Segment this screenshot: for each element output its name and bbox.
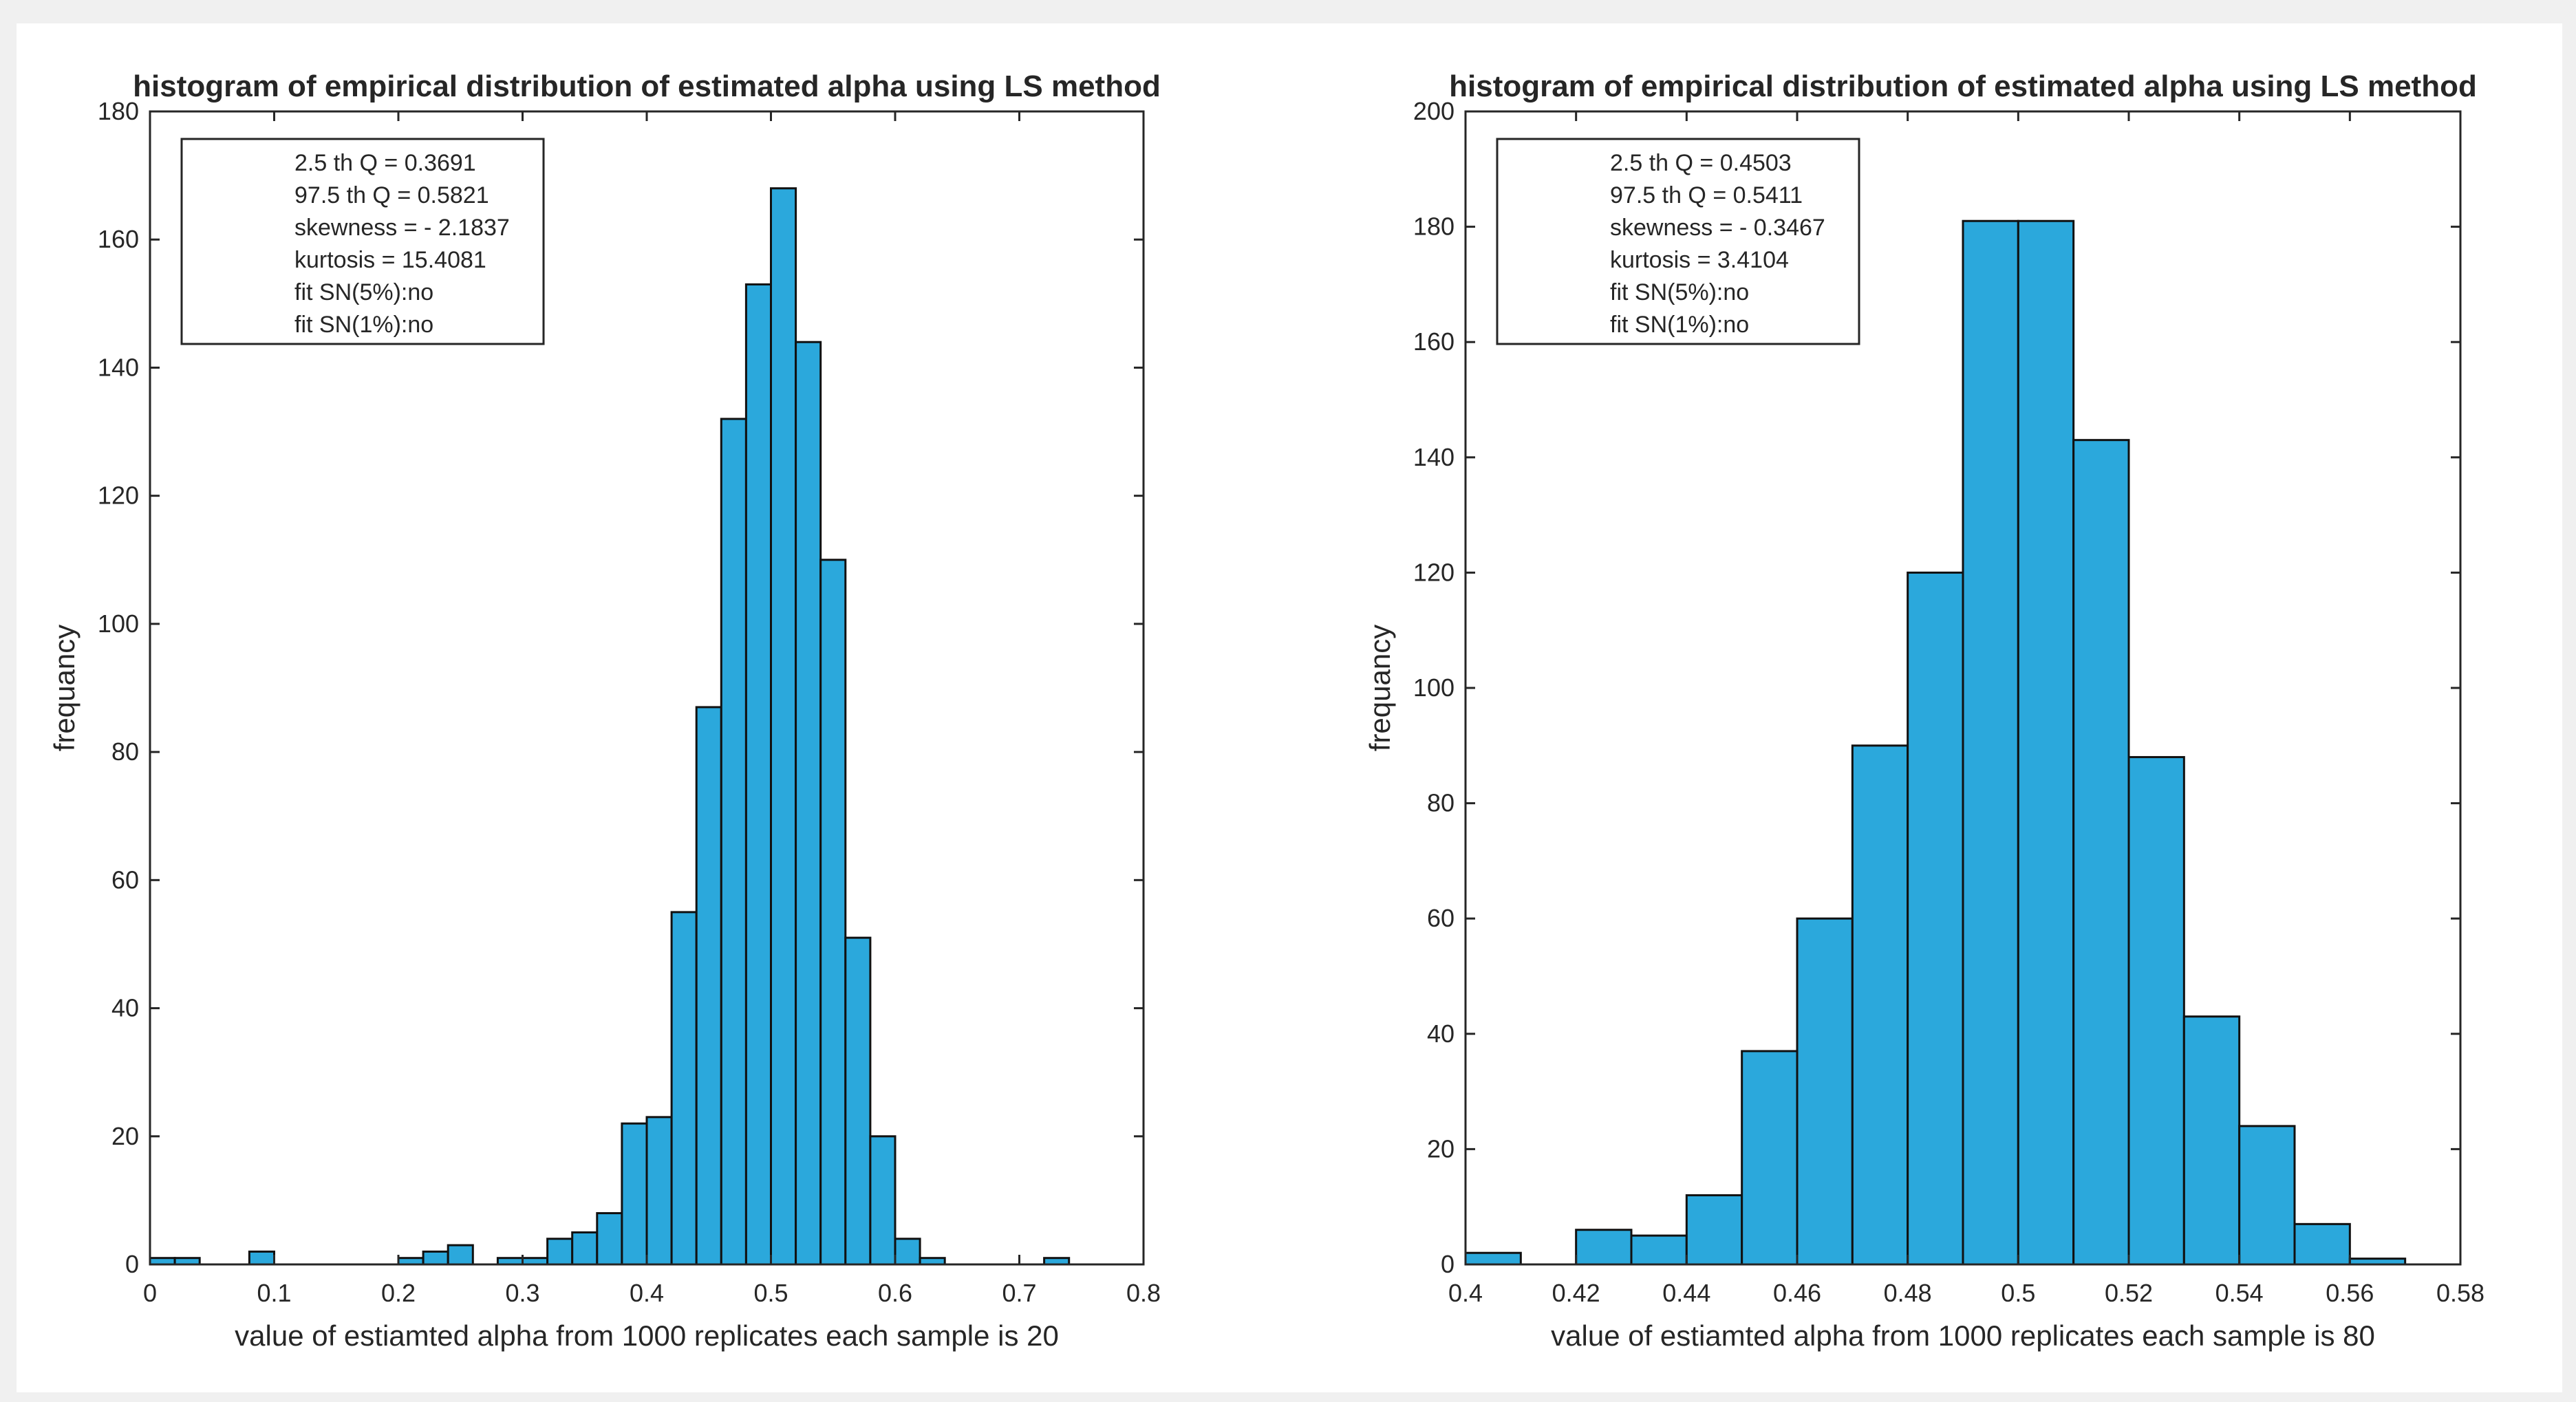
x-tick-label: 0.58 [2436, 1279, 2484, 1307]
y-tick-label: 200 [1413, 97, 1455, 125]
x-tick-label: 0.48 [1884, 1279, 1932, 1307]
x-tick-label: 0.56 [2326, 1279, 2374, 1307]
chart-1: 0 0.1 0.2 0.3 0.4 0.5 0.6 0.7 0.8 0 20 40 60 80 100 120… [48, 69, 1161, 1352]
chart-title: histogram of empirical distribution of e… [1449, 69, 2477, 103]
histogram-bar [645, 1116, 673, 1266]
stats-line: 2.5 th Q = 0.4503 [1610, 150, 1792, 176]
histogram-bar [869, 1135, 897, 1266]
y-tick-label: 180 [1413, 213, 1455, 241]
histogram-bar [744, 283, 773, 1266]
stats-line: skewness = - 0.3467 [1610, 215, 1825, 241]
histogram-bar [695, 706, 722, 1266]
histogram-bar [844, 936, 872, 1266]
stats-line: 97.5 th Q = 0.5821 [294, 182, 489, 208]
histogram-bar [1907, 571, 1964, 1266]
y-tick-label: 120 [1413, 558, 1455, 586]
histogram-bar [770, 187, 797, 1266]
histogram-bar [2293, 1222, 2351, 1266]
x-tick-label: 0.7 [1002, 1279, 1036, 1307]
histogram-bar [621, 1122, 648, 1266]
histogram-bar [2238, 1125, 2296, 1266]
histogram-bar [2072, 439, 2130, 1266]
y-tick-label: 20 [111, 1122, 139, 1150]
histogram-bar [1685, 1194, 1743, 1266]
histogram-bar [1962, 219, 2019, 1266]
histogram-bar [894, 1238, 921, 1266]
figure-window: 0 0.1 0.2 0.3 0.4 0.5 0.6 0.7 0.8 0 20 40 60 80 100 120… [17, 23, 2562, 1392]
histogram-bar [1741, 1050, 1799, 1266]
y-tick-label: 0 [1441, 1250, 1455, 1278]
stats-line: fit SN(5%):no [1610, 279, 1749, 305]
x-tick-label: 0.6 [878, 1279, 912, 1307]
y-tick-label: 100 [98, 610, 139, 638]
chart-title: histogram of empirical distribution of e… [133, 69, 1161, 103]
x-tick-label: 0.4 [630, 1279, 664, 1307]
x-tick-label: 0.5 [753, 1279, 788, 1307]
histogram-bar [571, 1231, 599, 1266]
x-tick-label: 0.1 [257, 1279, 291, 1307]
y-tick-label: 120 [98, 482, 139, 510]
histogram-bar [596, 1212, 623, 1266]
y-tick-label: 160 [1413, 327, 1455, 356]
histogram-bar [546, 1238, 574, 1266]
y-tick-label: 40 [1427, 1020, 1455, 1048]
figure-canvas: 0 0.1 0.2 0.3 0.4 0.5 0.6 0.7 0.8 0 20 40 60 80 100 120… [48, 69, 2484, 1352]
x-tick-label: 0 [143, 1279, 157, 1307]
histogram-bar [819, 559, 847, 1266]
stats-line: kurtosis = 15.4081 [294, 247, 486, 273]
y-axis-label: frequancy [48, 625, 80, 751]
x-tick-label: 0.42 [1552, 1279, 1600, 1307]
histogram-bar [1630, 1234, 1688, 1266]
stats-line: 97.5 th Q = 0.5411 [1610, 182, 1803, 208]
histogram-bar [2127, 756, 2185, 1266]
histogram-bar [795, 341, 822, 1266]
y-tick-label: 80 [111, 737, 139, 766]
histogram-bar [720, 418, 747, 1266]
y-tick-label: 60 [111, 865, 139, 894]
stats-line: skewness = - 2.1837 [294, 215, 510, 241]
y-tick-label: 20 [1427, 1134, 1455, 1163]
x-tick-label: 0.8 [1126, 1279, 1161, 1307]
histogram-bar [447, 1244, 474, 1266]
histogram-bar [1796, 917, 1854, 1266]
x-tick-label: 0.2 [381, 1279, 416, 1307]
histogram-bar [2017, 219, 2075, 1266]
x-tick-label: 0.54 [2215, 1279, 2264, 1307]
histogram-bar [1851, 744, 1909, 1266]
stats-annotation-box [180, 138, 545, 345]
y-tick-label: 60 [1427, 904, 1455, 932]
stats-line: 2.5 th Q = 0.3691 [294, 150, 476, 176]
y-axis-label: frequancy [1364, 625, 1396, 751]
x-tick-label: 0.5 [2001, 1279, 2035, 1307]
y-tick-label: 80 [1427, 789, 1455, 817]
y-tick-label: 0 [125, 1250, 139, 1278]
y-tick-label: 40 [111, 994, 139, 1022]
histogram-bar [1575, 1229, 1633, 1266]
stats-line: fit SN(1%):no [1610, 312, 1749, 338]
x-tick-label: 0.44 [1662, 1279, 1710, 1307]
x-tick-label: 0.46 [1773, 1279, 1821, 1307]
x-tick-label: 0.52 [2105, 1279, 2153, 1307]
histogram-bar [248, 1250, 275, 1266]
stats-line: fit SN(1%):no [294, 312, 433, 338]
x-tick-label: 0.3 [505, 1279, 539, 1307]
histogram-bar [670, 911, 698, 1266]
y-tick-label: 140 [98, 353, 139, 381]
histogram-bar [1464, 1251, 1522, 1266]
x-tick-label: 0.4 [1448, 1279, 1483, 1307]
chart-2: 0.4 0.42 0.44 0.46 0.48 0.5 0.52 0.54 0.56 0.58 0 2… [1364, 69, 2484, 1352]
y-tick-label: 180 [98, 97, 139, 125]
y-tick-label: 100 [1413, 673, 1455, 702]
x-axis-label: value of estiamted alpha from 1000 repli… [1551, 1319, 2375, 1352]
x-axis-label: value of estiamted alpha from 1000 repli… [235, 1319, 1059, 1352]
y-tick-label: 140 [1413, 443, 1455, 471]
histogram-bar [2182, 1015, 2241, 1266]
histogram-bar [422, 1250, 449, 1266]
stats-line: fit SN(5%):no [294, 279, 433, 305]
y-tick-label: 160 [98, 225, 139, 253]
stats-annotation-box [1496, 138, 1860, 345]
stats-line: kurtosis = 3.4104 [1610, 247, 1789, 273]
